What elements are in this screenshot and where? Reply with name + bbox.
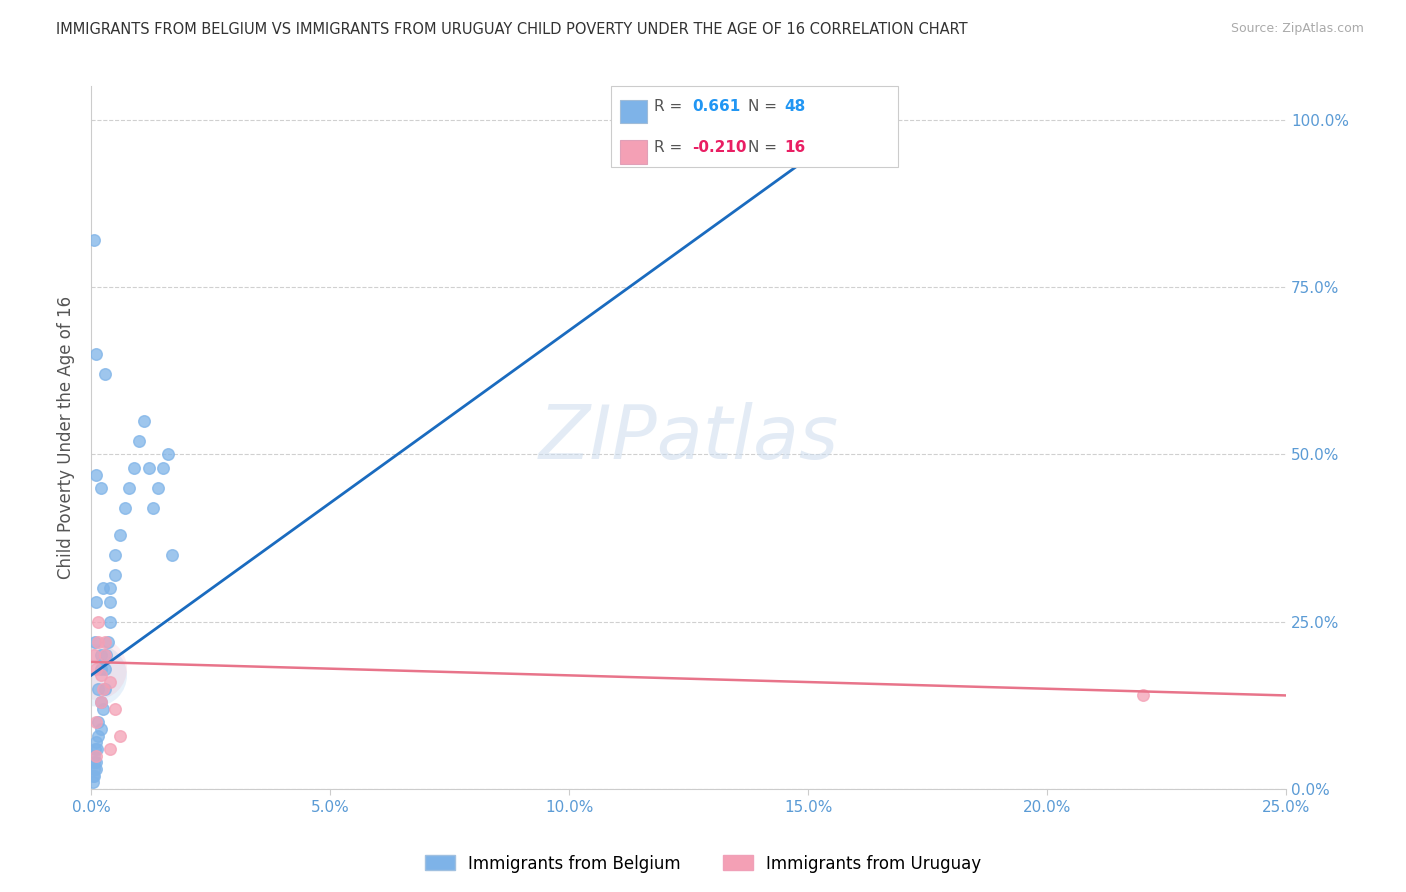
Point bbox=[90, 668, 112, 682]
Point bbox=[94, 662, 117, 676]
Point bbox=[90, 695, 112, 709]
Point bbox=[96, 648, 118, 663]
Point bbox=[108, 528, 131, 542]
FancyBboxPatch shape bbox=[610, 87, 897, 167]
Text: 48: 48 bbox=[785, 99, 806, 114]
Point bbox=[90, 662, 112, 676]
Point bbox=[84, 595, 107, 609]
Point bbox=[87, 681, 110, 696]
Point bbox=[98, 615, 121, 629]
FancyBboxPatch shape bbox=[620, 100, 647, 123]
Text: N =: N = bbox=[748, 99, 778, 114]
Point bbox=[84, 715, 107, 730]
Point bbox=[138, 461, 160, 475]
Point bbox=[83, 769, 105, 783]
Point bbox=[1132, 689, 1154, 703]
Text: N =: N = bbox=[748, 140, 778, 154]
Point bbox=[90, 722, 112, 736]
Text: R =: R = bbox=[654, 99, 682, 114]
Point bbox=[83, 748, 105, 763]
Point bbox=[84, 742, 107, 756]
Point bbox=[98, 595, 121, 609]
Point bbox=[90, 481, 112, 495]
Point bbox=[91, 681, 114, 696]
Point bbox=[108, 729, 131, 743]
Point bbox=[94, 367, 117, 381]
Text: 0.661: 0.661 bbox=[692, 99, 741, 114]
Point bbox=[142, 501, 165, 516]
Point bbox=[104, 702, 127, 716]
Point bbox=[94, 648, 117, 663]
Point bbox=[87, 715, 110, 730]
Point bbox=[83, 648, 105, 663]
Point bbox=[84, 662, 107, 676]
Point bbox=[91, 582, 114, 596]
Point bbox=[86, 742, 108, 756]
Point bbox=[84, 762, 107, 776]
Point bbox=[84, 662, 107, 676]
Point bbox=[84, 756, 107, 770]
Point bbox=[82, 769, 104, 783]
Point bbox=[94, 681, 117, 696]
Point bbox=[90, 648, 112, 663]
Point bbox=[104, 568, 127, 582]
Text: R =: R = bbox=[654, 140, 682, 154]
Point bbox=[94, 635, 117, 649]
Text: -0.210: -0.210 bbox=[692, 140, 747, 154]
Point bbox=[84, 735, 107, 749]
Point bbox=[87, 729, 110, 743]
Point bbox=[132, 414, 155, 428]
Point bbox=[156, 448, 179, 462]
Text: ZIPatlas: ZIPatlas bbox=[538, 401, 838, 474]
Legend: Immigrants from Belgium, Immigrants from Uruguay: Immigrants from Belgium, Immigrants from… bbox=[419, 848, 987, 880]
Point bbox=[128, 434, 150, 449]
Y-axis label: Child Poverty Under the Age of 16: Child Poverty Under the Age of 16 bbox=[58, 296, 75, 579]
Point bbox=[84, 347, 107, 361]
FancyBboxPatch shape bbox=[620, 140, 647, 163]
Point bbox=[82, 775, 104, 789]
Point bbox=[83, 756, 105, 770]
Point bbox=[91, 702, 114, 716]
Point bbox=[104, 548, 127, 562]
Text: IMMIGRANTS FROM BELGIUM VS IMMIGRANTS FROM URUGUAY CHILD POVERTY UNDER THE AGE O: IMMIGRANTS FROM BELGIUM VS IMMIGRANTS FR… bbox=[56, 22, 967, 37]
Point bbox=[83, 762, 105, 776]
Point bbox=[84, 467, 107, 482]
Point bbox=[98, 582, 121, 596]
Point bbox=[87, 635, 110, 649]
Point bbox=[118, 481, 141, 495]
Point bbox=[84, 748, 107, 763]
Point bbox=[97, 635, 120, 649]
Text: 16: 16 bbox=[785, 140, 806, 154]
Point bbox=[122, 461, 145, 475]
Point bbox=[87, 615, 110, 629]
Text: Source: ZipAtlas.com: Source: ZipAtlas.com bbox=[1230, 22, 1364, 36]
Point bbox=[98, 742, 121, 756]
Point bbox=[90, 695, 112, 709]
Point bbox=[84, 668, 107, 682]
Point bbox=[146, 481, 169, 495]
Point bbox=[84, 635, 107, 649]
Point bbox=[114, 501, 136, 516]
Point bbox=[83, 233, 105, 247]
Point bbox=[152, 461, 174, 475]
Point bbox=[98, 675, 121, 690]
Point bbox=[162, 548, 184, 562]
